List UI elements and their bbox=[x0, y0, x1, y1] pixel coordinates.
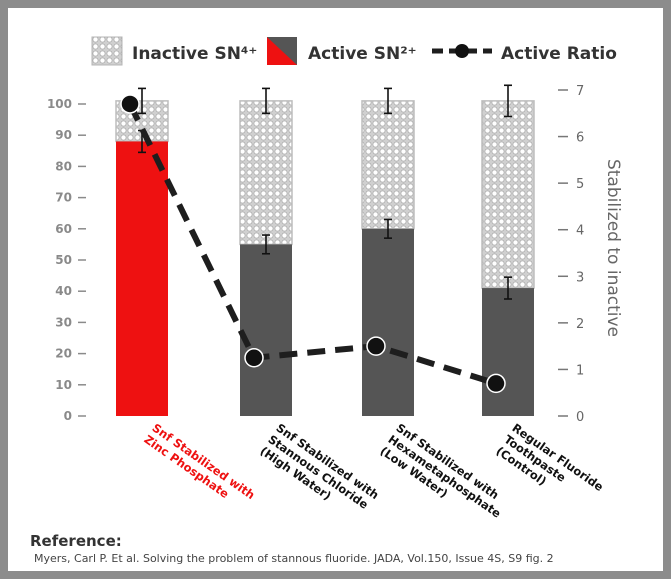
y-right-tick-label: 7 bbox=[576, 84, 584, 99]
dotted-square-icon bbox=[91, 36, 123, 66]
category-label-line: Hexametaphosphate bbox=[386, 432, 504, 521]
category-label-line: Snf Stabilized with bbox=[150, 421, 258, 502]
y-left-tick-label: 70 bbox=[55, 191, 72, 205]
y-right-tick-label: 5 bbox=[576, 177, 584, 192]
bars bbox=[115, 84, 535, 416]
y-left-tick-label: 90 bbox=[55, 128, 72, 142]
y-left-tick-label: 40 bbox=[55, 284, 72, 298]
ratio-point bbox=[486, 373, 506, 394]
ratio-point bbox=[120, 94, 140, 114]
y-right-tick-label: 1 bbox=[576, 363, 584, 378]
legend-label-inactive: Inactive SN⁴⁺ bbox=[132, 44, 257, 64]
bar-active bbox=[482, 288, 534, 416]
bar-inactive bbox=[361, 100, 415, 230]
y-left-tick-label: 10 bbox=[55, 378, 72, 392]
ratio-line bbox=[120, 94, 506, 394]
y-left-tick-label: 100 bbox=[47, 97, 72, 111]
y-left-tick-label: 20 bbox=[55, 347, 72, 361]
stannous-chart: Inactive SN⁴⁺ Active SN²⁺ Active Ratio 010… bbox=[47, 36, 623, 521]
legend: Inactive SN⁴⁺ Active SN²⁺ Active Ratio bbox=[91, 36, 617, 66]
axes: 0 10 20 30 40 50 60 70 80 90 100 0 1 2 3 4 5 6 7 Stabilized… bbox=[47, 84, 623, 425]
dashed-line-dot bbox=[455, 44, 469, 58]
bar-active bbox=[362, 228, 414, 416]
reference-text: Myers, Carl P. Et al. Solving the proble… bbox=[34, 552, 554, 565]
y-left-tick-label: 60 bbox=[55, 222, 72, 236]
y-right-tick-label: 0 bbox=[576, 410, 584, 425]
y-right-tick-label: 4 bbox=[576, 224, 584, 239]
y-right-axis-label: Stabilized to inactive bbox=[603, 159, 623, 337]
split-square-red bbox=[267, 37, 297, 65]
legend-label-active: Active SN²⁺ bbox=[308, 44, 417, 64]
ratio-series-line bbox=[127, 102, 497, 387]
bar-active bbox=[116, 141, 168, 416]
chart-frame: Inactive SN⁴⁺ Active SN²⁺ Active Ratio 0 10… bbox=[8, 8, 663, 571]
reference-title: Reference: bbox=[30, 532, 122, 550]
y-left-tick-label: 0 bbox=[64, 409, 72, 423]
bar-active bbox=[240, 244, 292, 416]
y-left-tick-label: 50 bbox=[55, 253, 72, 267]
y-left-tick-label: 80 bbox=[55, 159, 72, 173]
ratio-point bbox=[244, 348, 264, 368]
bar-inactive bbox=[481, 100, 535, 289]
y-right-tick-label: 3 bbox=[576, 270, 584, 285]
y-right-tick-label: 6 bbox=[576, 131, 584, 146]
ratio-point bbox=[366, 336, 386, 356]
y-left-tick-label: 30 bbox=[55, 315, 72, 329]
legend-label-ratio: Active Ratio bbox=[501, 44, 617, 64]
bar-inactive bbox=[239, 100, 293, 246]
y-right-tick-label: 2 bbox=[576, 317, 584, 332]
category-label: Snf Stabilized withHexametaphosphate(Low… bbox=[377, 421, 504, 521]
